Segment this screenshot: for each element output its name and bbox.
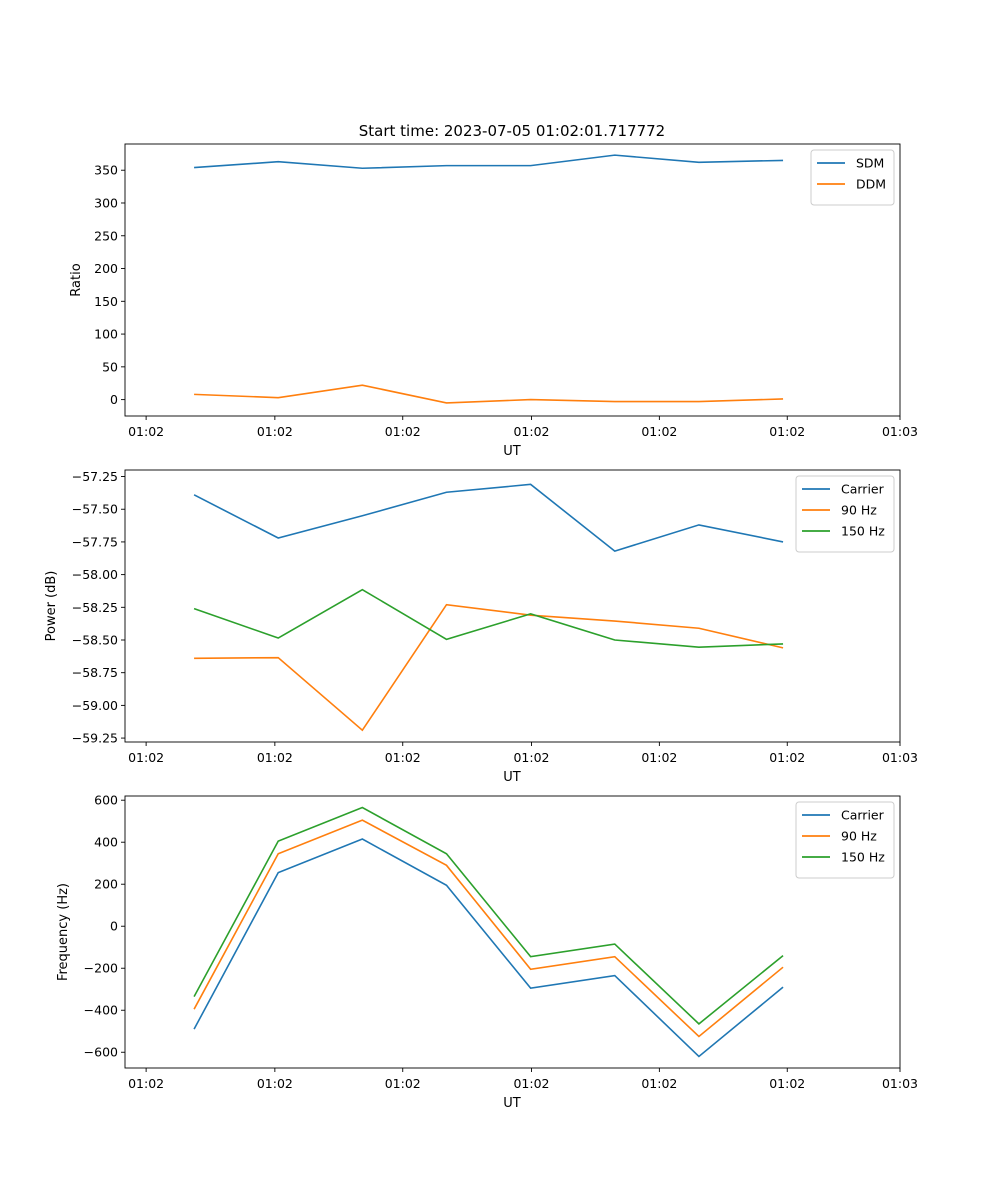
legend-label: SDM xyxy=(856,156,884,171)
x-tick-label: 01:02 xyxy=(513,750,549,765)
legend-label: Carrier xyxy=(841,482,885,497)
x-axis-label: UT xyxy=(503,1096,521,1111)
chart-panel-1: 01:02 01:02 01:02 01:02 01:02 01:02 01:03 0 50 10… xyxy=(69,143,918,459)
y-tick-label: 100 xyxy=(94,327,118,342)
x-tick-label: 01:03 xyxy=(882,750,918,765)
legend-box xyxy=(795,801,895,879)
x-axis-label: UT xyxy=(503,444,521,459)
y-tick-label: −57.50 xyxy=(72,502,118,517)
y-tick-label: −57.75 xyxy=(72,534,118,549)
legend: Carrier 90 Hz 150 Hz xyxy=(795,475,895,553)
series-line-sdm xyxy=(194,154,784,170)
legend-label: 150 Hz xyxy=(841,850,885,865)
legend-label: Carrier xyxy=(841,808,885,823)
axes-frame xyxy=(124,469,901,743)
x-tick-label: 01:02 xyxy=(385,424,421,439)
chart-panel-3: 01:02 01:02 01:02 01:02 01:02 01:02 01:03 −600 −… xyxy=(56,793,918,1111)
x-tick-label: 01:02 xyxy=(513,424,549,439)
x-tick-label: 01:02 xyxy=(385,1076,421,1091)
x-tick-label: 01:02 xyxy=(257,424,293,439)
figure-title: Start time: 2023-07-05 01:02:01.717772 xyxy=(359,122,665,140)
y-tick-label: 400 xyxy=(94,835,118,850)
y-tick-label: 250 xyxy=(94,228,118,243)
x-tick-label: 01:02 xyxy=(641,424,677,439)
x-tick-label: 01:02 xyxy=(257,750,293,765)
series-line-carrier xyxy=(193,838,784,1058)
y-axis-label: Power (dB) xyxy=(44,571,59,642)
y-tick-label: −58.75 xyxy=(72,665,118,680)
y-tick-label: −59.00 xyxy=(72,698,118,713)
x-tick-label: 01:02 xyxy=(257,1076,293,1091)
series-line-90-hz xyxy=(194,603,784,732)
y-tick-label: 0 xyxy=(110,919,118,934)
x-tick-label: 01:03 xyxy=(882,1076,918,1091)
legend: SDM DDM xyxy=(810,149,895,206)
x-tick-label: 01:02 xyxy=(769,1076,805,1091)
y-tick-label: −57.25 xyxy=(72,469,118,484)
y-axis-label: Ratio xyxy=(69,263,84,296)
axes-frame xyxy=(124,143,901,417)
x-tick-label: 01:02 xyxy=(128,424,164,439)
legend: Carrier 90 Hz 150 Hz xyxy=(795,801,895,879)
y-tick-label: −58.50 xyxy=(72,633,118,648)
x-tick-label: 01:02 xyxy=(128,750,164,765)
x-tick-label: 01:02 xyxy=(641,1076,677,1091)
y-tick-label: 600 xyxy=(94,793,118,808)
y-tick-label: −600 xyxy=(84,1045,118,1060)
x-tick-label: 01:02 xyxy=(641,750,677,765)
x-tick-label: 01:02 xyxy=(513,1076,549,1091)
legend-label: 90 Hz xyxy=(841,503,877,518)
series-line-carrier xyxy=(193,483,784,552)
y-tick-label: 0 xyxy=(110,392,118,407)
chart-panel-2: 01:02 01:02 01:02 01:02 01:02 01:02 01:03 −57.2… xyxy=(44,469,918,785)
x-tick-label: 01:02 xyxy=(128,1076,164,1091)
x-tick-label: 01:03 xyxy=(882,424,918,439)
series-line-150-hz xyxy=(193,588,784,648)
series-line-150-hz xyxy=(193,806,784,1025)
y-tick-label: −200 xyxy=(84,961,118,976)
series-line-ddm xyxy=(194,384,784,404)
y-axis-label: Frequency (Hz) xyxy=(56,883,71,981)
x-axis-label: UT xyxy=(503,770,521,785)
x-tick-label: 01:02 xyxy=(769,750,805,765)
legend-label: 90 Hz xyxy=(841,829,877,844)
y-tick-label: 350 xyxy=(94,163,118,178)
y-tick-label: −59.25 xyxy=(72,731,118,746)
y-tick-label: 200 xyxy=(94,261,118,276)
y-tick-label: 150 xyxy=(94,294,118,309)
x-tick-label: 01:02 xyxy=(769,424,805,439)
axes-frame xyxy=(124,795,901,1069)
y-tick-label: −58.25 xyxy=(72,600,118,615)
legend-label: 150 Hz xyxy=(841,524,885,539)
series-line-90-hz xyxy=(193,819,784,1038)
x-tick-label: 01:02 xyxy=(385,750,421,765)
y-tick-label: 200 xyxy=(94,877,118,892)
legend-label: DDM xyxy=(856,177,886,192)
legend-box xyxy=(795,475,895,553)
y-tick-label: −58.00 xyxy=(72,567,118,582)
y-tick-label: 50 xyxy=(102,359,118,374)
y-tick-label: −400 xyxy=(84,1003,118,1018)
y-tick-label: 300 xyxy=(94,195,118,210)
